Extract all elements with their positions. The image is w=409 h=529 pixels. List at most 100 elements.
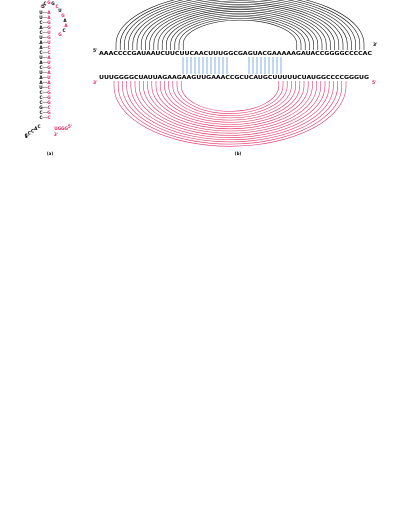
stem-right-base: C (47, 45, 50, 50)
loop-base: A (63, 18, 67, 23)
bottom-arc (113, 81, 347, 147)
stem-right-base: A (47, 10, 51, 15)
tail-right-base: G (61, 126, 65, 131)
stem-left-base: C (39, 115, 42, 120)
stem-left-base: C (39, 65, 42, 70)
loop-base: C (62, 28, 65, 33)
tail-right-base: G (64, 126, 68, 131)
top-strand-sequence: AAACCCCGAUAAUCUUCUUCAACUUUGGCGAGUACGAAAA… (99, 51, 372, 57)
bottom-arc (117, 81, 343, 145)
loop-base: A (64, 23, 68, 28)
stem-right-base: U (47, 60, 51, 65)
top-strand-5prime-label: 5' (93, 48, 98, 54)
intermolecular-pairing-lines (182, 57, 282, 74)
tail-right-base: U (54, 126, 58, 131)
stem-right-base: A (47, 15, 51, 20)
stem-right-base: A (47, 55, 51, 60)
bottom-arc (138, 81, 322, 134)
stem-right-base: C (47, 105, 50, 110)
stem-right-base: G (47, 90, 51, 95)
bottom-arc (164, 81, 296, 121)
panel-a-caption: (a) (47, 151, 54, 156)
top-arc (170, 14, 310, 50)
stem-left-base: C (39, 100, 42, 105)
bottom-arc (134, 81, 326, 136)
bottom-arc (172, 81, 288, 116)
bottom-strand-5prime-label: 5' (372, 80, 377, 86)
stem-left-base: U (39, 85, 43, 90)
stem-left-base: C (39, 95, 42, 100)
top-arc (157, 9, 323, 50)
stem-left-base: U (39, 70, 43, 75)
panel-b-caption: (b) (235, 151, 242, 156)
stem-left-base: U (39, 10, 43, 15)
loop-base: G (51, 1, 55, 6)
top-arc (132, 0, 348, 50)
stem-left-base: U (39, 15, 43, 20)
top-arc (128, 0, 352, 50)
bottom-arc (155, 81, 305, 125)
top-arc (140, 2, 340, 50)
stem-right-base: G (47, 35, 51, 40)
bottom-arc (130, 81, 330, 138)
tail-left-base: C (31, 128, 34, 133)
stem-right-base: C (47, 85, 50, 90)
end-label: 3' (25, 134, 29, 139)
tail-right-base: G (58, 126, 62, 131)
stem-right-base: G (47, 65, 51, 70)
top-arc (149, 5, 331, 50)
stem-right-base: G (47, 95, 51, 100)
stem-left-base: C (39, 50, 42, 55)
loop-base: G (58, 32, 62, 37)
bottom-strand-3prime-label: 3' (93, 80, 98, 86)
stem-left-base: U (39, 55, 43, 60)
stem-left-base: C (39, 30, 42, 35)
bottom-arc (143, 81, 317, 132)
top-arc (166, 12, 314, 50)
stem-left-base: A (39, 75, 43, 80)
loop-base: G (61, 13, 65, 18)
tail-left-base: C (25, 133, 28, 138)
loop-base: C (55, 4, 58, 9)
stem-left-base: C (39, 90, 42, 95)
stem-left-base: G (39, 105, 43, 110)
bottom-arc (168, 81, 292, 119)
stem-right-base: G (47, 100, 51, 105)
bottom-arc (180, 81, 280, 112)
bottom-arc (126, 81, 334, 140)
stem-left-base: A (39, 40, 43, 45)
end-label: 5' (68, 124, 72, 129)
stem-left-base: A (39, 25, 43, 30)
top-arc (182, 19, 298, 50)
stem-left-base: A (39, 60, 43, 65)
tail-left-base: C (37, 124, 40, 129)
stem-left-base: C (39, 20, 42, 25)
loop-base: G (47, 0, 51, 5)
stem-right-base: G (47, 20, 51, 25)
stem-left-base: A (39, 80, 43, 85)
stem-left-base: C (39, 110, 42, 115)
end-label: 3' (54, 132, 58, 137)
stem-right-base: C (47, 115, 50, 120)
stem-right-base: C (47, 50, 50, 55)
top-strand-3prime-label: 3' (373, 42, 378, 48)
top-arc (174, 16, 306, 50)
top-arc (136, 0, 344, 50)
tail-left-base: A (34, 126, 38, 131)
stem-right-base: U (47, 40, 51, 45)
top-arc (115, 0, 365, 50)
stem-right-base: A (47, 80, 51, 85)
stem-right-base: U (47, 75, 51, 80)
top-arc (178, 18, 302, 50)
bottom-arc (151, 81, 309, 127)
stem-left-base: A (39, 45, 43, 50)
top-arc (161, 11, 319, 50)
loop-base: C (40, 4, 43, 9)
bottom-strand-intramolecular-arcs (113, 81, 347, 147)
bottom-arc (176, 81, 284, 114)
end-label: 5' (42, 4, 46, 9)
bottom-strand-sequence: UUUGGGGCUAUUAGAAGAAGUUGAAACCGCUCAUGCUUUU… (99, 75, 369, 81)
stem-right-base: A (47, 70, 51, 75)
loop-base: U (58, 8, 62, 13)
